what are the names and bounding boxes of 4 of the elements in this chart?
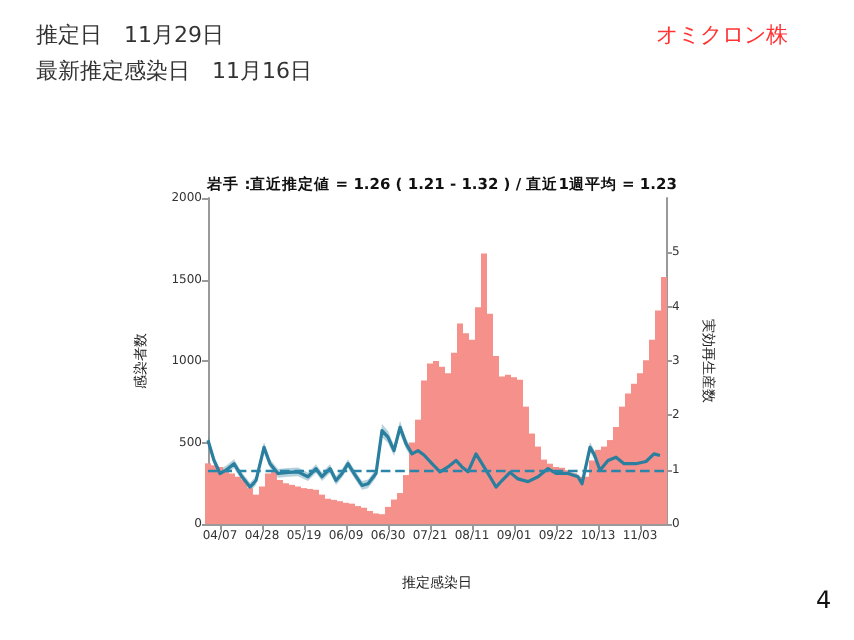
text: 4 [816, 586, 832, 614]
text: 推定日 11月29日 [36, 22, 224, 48]
text: 最新推定感染日 11月16日 [36, 58, 312, 84]
text: オミクロン株 [656, 22, 788, 48]
